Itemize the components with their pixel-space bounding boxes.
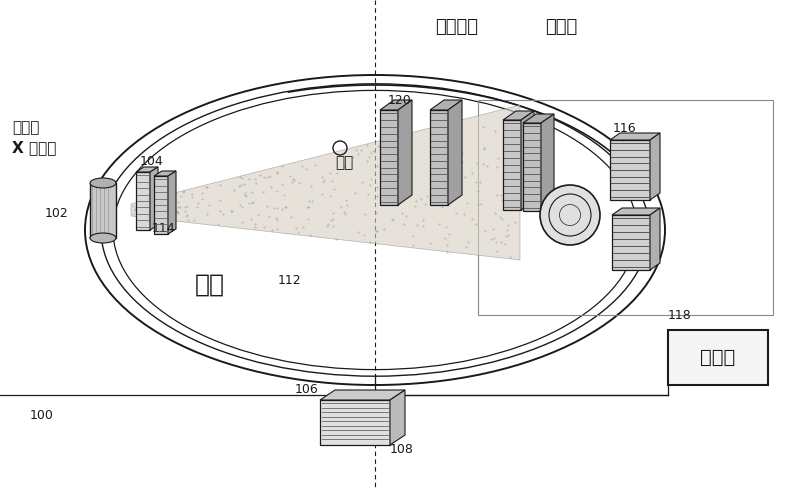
Polygon shape bbox=[320, 390, 405, 400]
Bar bbox=[430, 110, 448, 205]
Polygon shape bbox=[650, 208, 660, 270]
Bar bbox=[668, 330, 768, 385]
Text: 100: 100 bbox=[30, 409, 54, 421]
Polygon shape bbox=[131, 105, 520, 260]
Polygon shape bbox=[650, 133, 660, 200]
Text: 处理器: 处理器 bbox=[700, 348, 736, 367]
Text: 108: 108 bbox=[390, 443, 414, 456]
Polygon shape bbox=[610, 133, 660, 140]
Bar bbox=[523, 123, 541, 211]
Text: 光栅系统: 光栅系统 bbox=[435, 18, 478, 36]
Bar bbox=[612, 215, 650, 270]
Polygon shape bbox=[448, 100, 462, 205]
Bar bbox=[90, 183, 116, 238]
Bar bbox=[503, 120, 521, 210]
Polygon shape bbox=[154, 171, 176, 176]
Bar bbox=[610, 140, 650, 200]
Text: 检测器: 检测器 bbox=[545, 18, 578, 36]
Polygon shape bbox=[430, 100, 462, 110]
Polygon shape bbox=[168, 171, 176, 234]
Text: 医院级: 医院级 bbox=[12, 120, 39, 135]
Polygon shape bbox=[150, 167, 158, 230]
Bar bbox=[320, 400, 390, 445]
Text: 120: 120 bbox=[388, 94, 412, 107]
Bar bbox=[136, 172, 150, 230]
Text: 106: 106 bbox=[294, 383, 318, 396]
Text: 托台: 托台 bbox=[195, 273, 225, 297]
Polygon shape bbox=[503, 111, 534, 120]
Text: 116: 116 bbox=[613, 122, 637, 135]
Ellipse shape bbox=[540, 185, 600, 245]
Ellipse shape bbox=[90, 233, 116, 243]
Ellipse shape bbox=[90, 178, 116, 188]
Bar bbox=[154, 176, 168, 234]
Bar bbox=[478, 100, 773, 315]
Text: 112: 112 bbox=[278, 273, 302, 287]
Text: 102: 102 bbox=[44, 206, 68, 220]
Bar bbox=[380, 110, 398, 205]
Polygon shape bbox=[523, 114, 554, 123]
Text: X 射线管: X 射线管 bbox=[12, 140, 56, 155]
Text: 104: 104 bbox=[140, 155, 164, 168]
Text: 114: 114 bbox=[152, 222, 176, 235]
Text: 118: 118 bbox=[668, 309, 692, 322]
Polygon shape bbox=[398, 100, 412, 205]
Polygon shape bbox=[380, 100, 412, 110]
Polygon shape bbox=[390, 390, 405, 445]
Polygon shape bbox=[612, 208, 660, 215]
Polygon shape bbox=[541, 114, 554, 211]
Text: 物体: 物体 bbox=[335, 155, 354, 171]
Polygon shape bbox=[521, 111, 534, 210]
Polygon shape bbox=[136, 167, 158, 172]
